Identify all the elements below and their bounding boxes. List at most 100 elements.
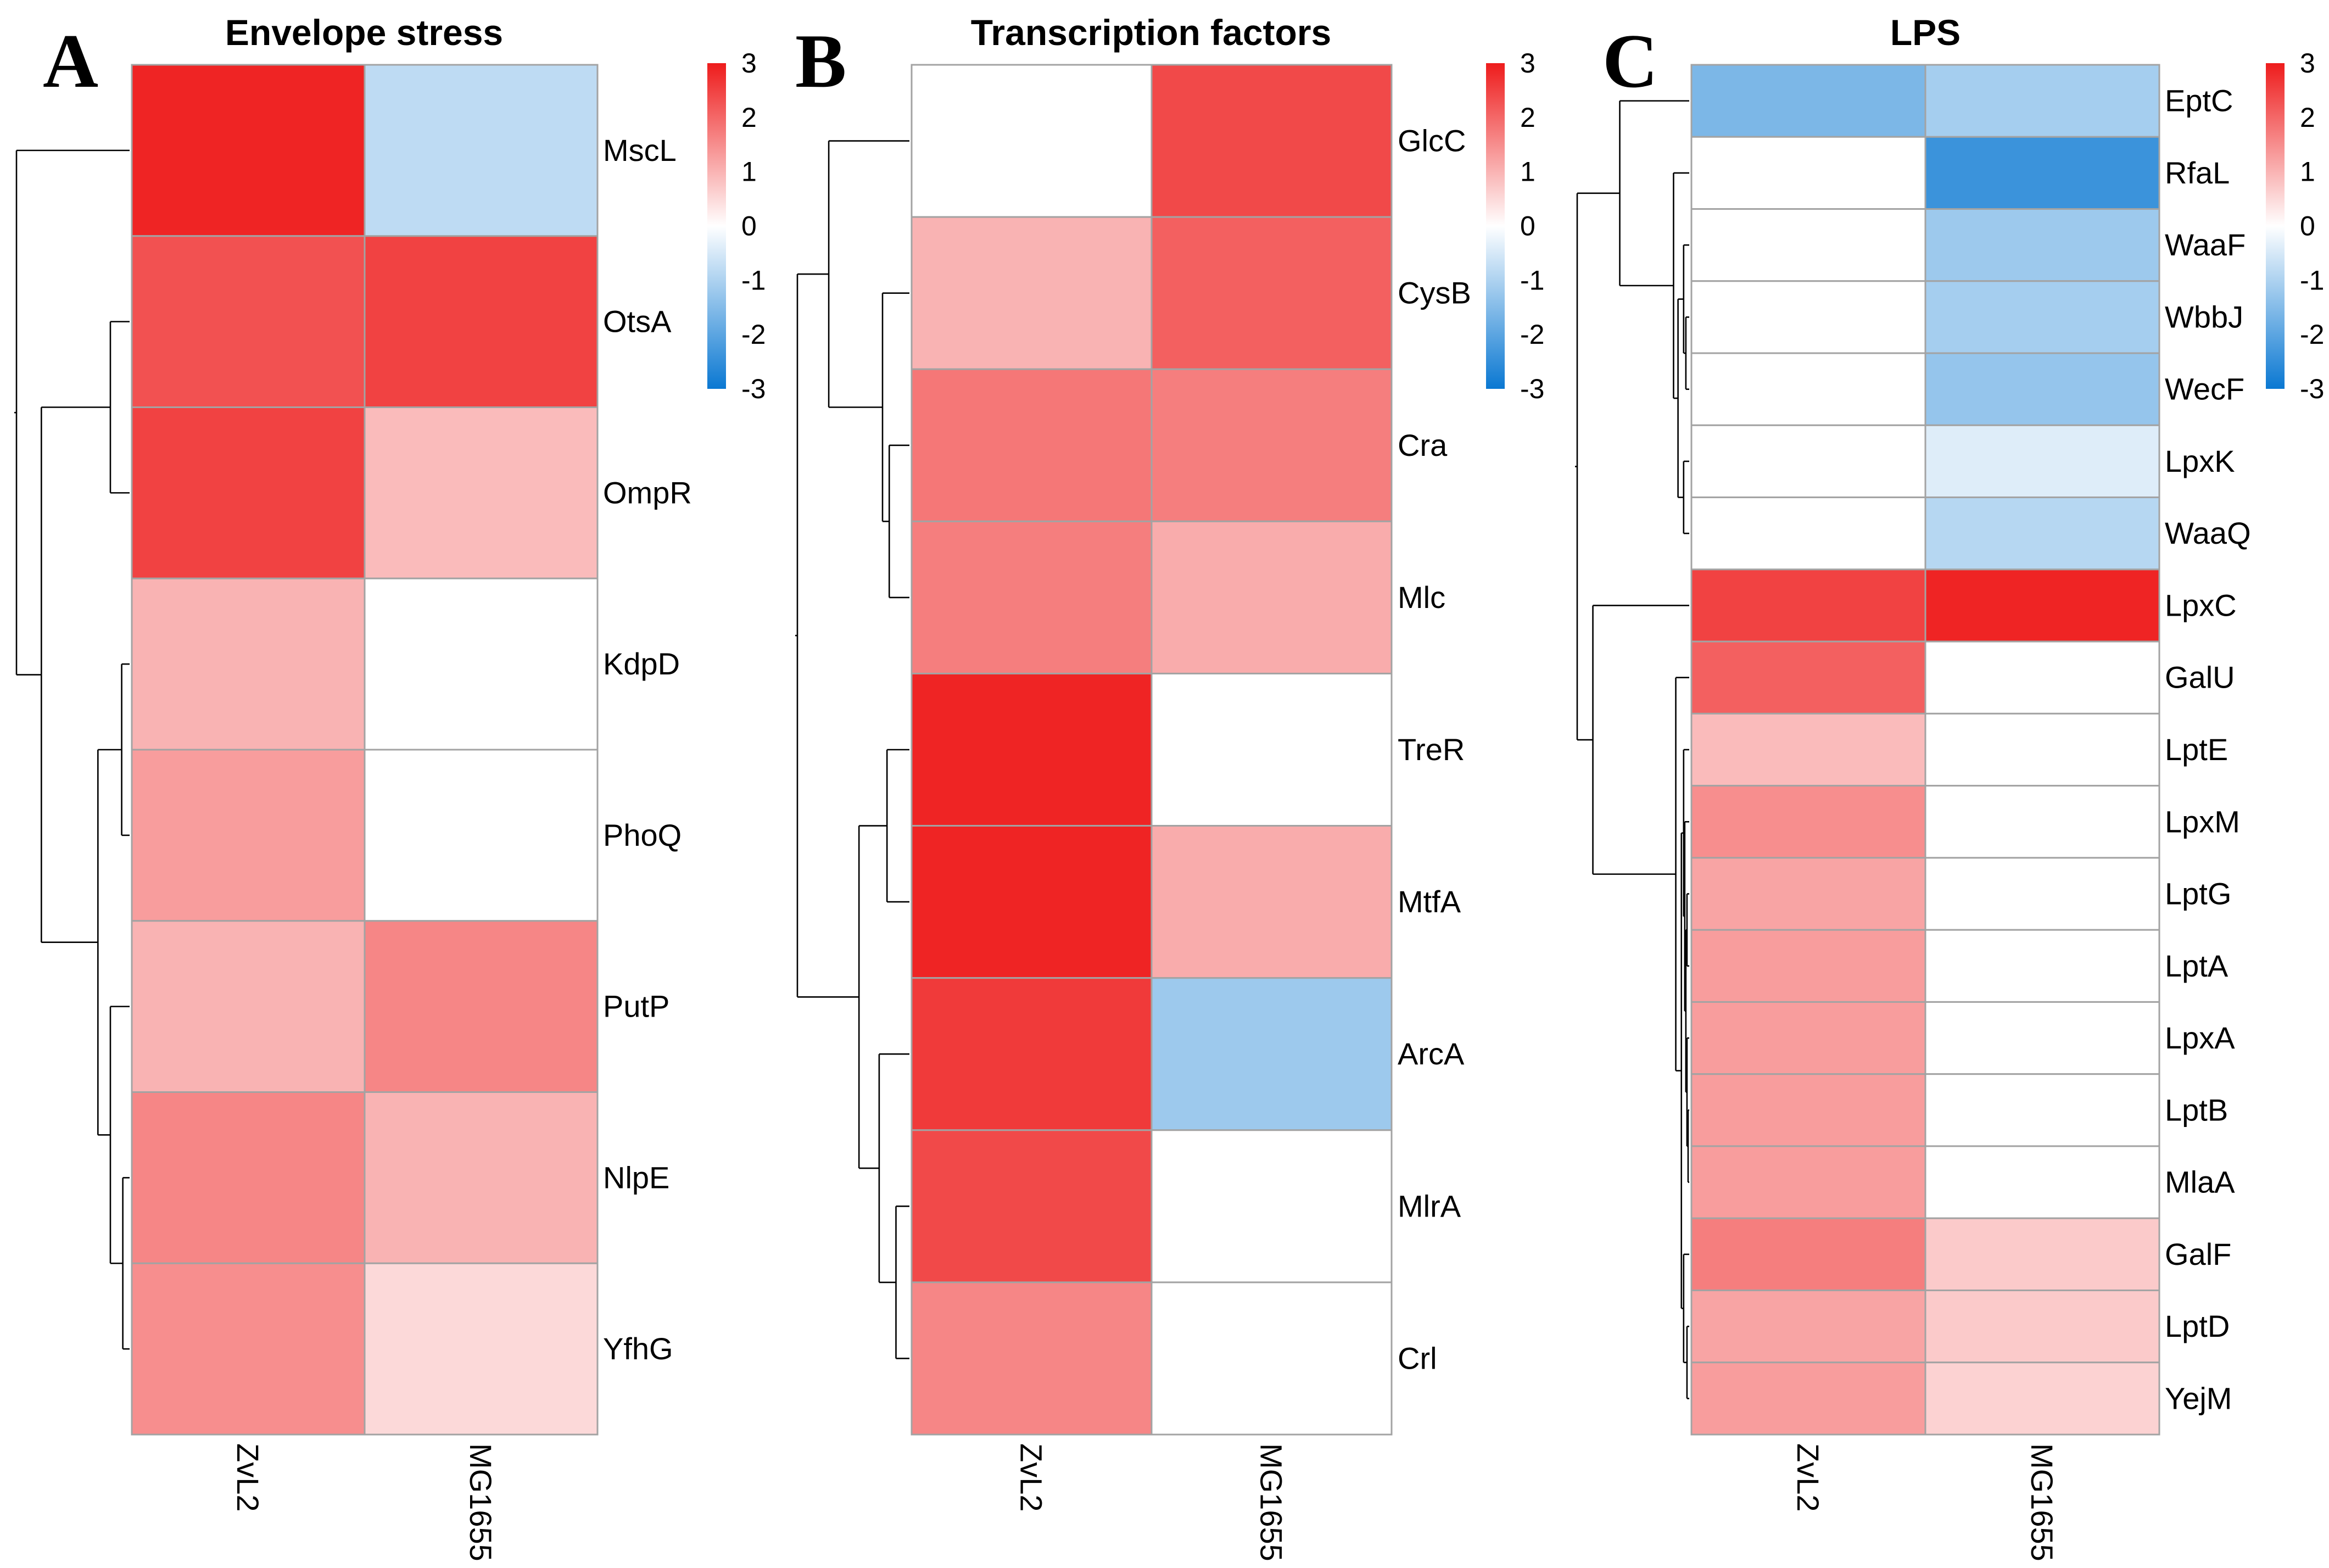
row-label-lpxk: LpxK [2165, 444, 2235, 478]
heatmap-cell-kdpd-mg1655 [364, 577, 599, 751]
row-label-mlc: Mlc [1398, 580, 1445, 615]
heatmap-cell-lpte-zvl2 [1690, 712, 1926, 787]
heatmap-cell-otsa-mg1655 [364, 235, 599, 408]
panel-b-color-legend: 3 2 1 0 -1 -2 -3 [1486, 48, 1544, 404]
heatmap-cell-lptd-mg1655 [1924, 1289, 2160, 1364]
panel-b-row-labels: GlcC CysB Cra Mlc TreR MtfA ArcA MlrA Crl [1398, 124, 1471, 1376]
panel-letter-a: A [43, 19, 98, 104]
panel-letter-c: C [1602, 19, 1658, 104]
column-label-zvl2: ZvL2 [1791, 1443, 1825, 1512]
heatmap-cell-eptc-zvl2 [1690, 64, 1926, 138]
heatmap-cell-cra-zvl2 [911, 368, 1153, 522]
legend-tick-4: -1 [2300, 265, 2324, 295]
heatmap-cell-mlra-zvl2 [911, 1129, 1153, 1284]
heatmap-cell-lptd-zvl2 [1690, 1289, 1926, 1364]
row-label-waaf: WaaF [2165, 227, 2246, 262]
panel-a-column-labels: ZvL2 MG1655 [231, 1443, 498, 1561]
heatmap-cell-mlaa-mg1655 [1924, 1145, 2160, 1219]
legend-tick-4: -1 [1520, 265, 1544, 295]
row-label-yfhg: YfhG [603, 1331, 673, 1366]
heatmap-cell-mtfa-zvl2 [911, 825, 1153, 979]
heatmap-cell-waaq-mg1655 [1924, 496, 2160, 571]
heatmap-cell-galf-zvl2 [1690, 1217, 1926, 1291]
heatmap-cell-galu-mg1655 [1924, 640, 2160, 715]
legend-tick-0: 3 [741, 48, 757, 79]
row-label-mlaa: MlaA [2165, 1165, 2235, 1199]
legend-tick-2: 1 [1520, 157, 1535, 187]
heatmap-cell-glcc-mg1655 [1150, 64, 1393, 218]
row-label-lpxa: LpxA [2165, 1020, 2235, 1055]
row-label-lpte: LptE [2165, 732, 2228, 767]
heatmap-cell-trer-zvl2 [911, 672, 1153, 827]
heatmap-cell-lptg-zvl2 [1690, 857, 1926, 931]
heatmap-cell-wbbj-mg1655 [1924, 280, 2160, 354]
color-legend-bar [707, 63, 726, 389]
heatmap-cell-mscl-zvl2 [131, 64, 366, 237]
heatmap-cell-lpxk-zvl2 [1690, 424, 1926, 499]
panel-letter-b: B [795, 19, 846, 104]
row-label-trer: TreR [1398, 732, 1465, 767]
heatmap-cell-lpxk-mg1655 [1924, 424, 2160, 499]
panel-b-heatmap-cells [911, 64, 1393, 1436]
legend-tick-3: 0 [1520, 211, 1535, 242]
heatmap-cell-galf-mg1655 [1924, 1217, 2160, 1291]
heatmap-cell-putp-mg1655 [364, 920, 599, 1093]
row-label-phoq: PhoQ [603, 818, 682, 852]
row-label-lpxm: LpxM [2165, 804, 2240, 839]
row-label-otsa: OtsA [603, 304, 672, 339]
heatmap-cell-lpxa-zvl2 [1690, 1001, 1926, 1075]
panel-c-title: LPS [1890, 12, 1961, 53]
color-legend-bar [1486, 63, 1505, 389]
panel-a: A Envelope stress MscL OtsA OmpR KdpD PhoQ Pu… [14, 12, 766, 1561]
heatmap-cell-crl-mg1655 [1150, 1281, 1393, 1436]
legend-tick-5: -2 [1520, 319, 1544, 350]
heatmap-cell-otsa-zvl2 [131, 235, 366, 408]
heatmap-cell-lptg-mg1655 [1924, 857, 2160, 931]
row-label-lpxc: LpxC [2165, 588, 2237, 622]
row-label-lptd: LptD [2165, 1309, 2230, 1343]
legend-tick-2: 1 [741, 157, 757, 187]
row-label-lpta: LptA [2165, 948, 2229, 983]
legend-tick-0: 3 [1520, 48, 1535, 79]
heatmap-cell-cysb-mg1655 [1150, 216, 1393, 370]
row-label-galu: GalU [2165, 660, 2235, 695]
heatmap-cell-waaf-zvl2 [1690, 208, 1926, 282]
row-label-putp: PutP [603, 989, 669, 1024]
row-label-ompr: OmpR [603, 475, 692, 510]
heatmap-cell-yfhg-zvl2 [131, 1262, 366, 1436]
heatmap-cell-putp-zvl2 [131, 920, 366, 1093]
legend-tick-0: 3 [2300, 48, 2315, 79]
legend-tick-3: 0 [2300, 211, 2315, 242]
legend-tick-6: -3 [2300, 373, 2324, 404]
row-label-cra: Cra [1398, 428, 1448, 462]
row-label-eptc: EptC [2165, 83, 2233, 118]
panel-c-column-labels: ZvL2 MG1655 [1791, 1443, 2059, 1561]
panel-c-row-dendrogram [1575, 100, 1689, 1399]
heatmap-cell-mlc-mg1655 [1150, 520, 1393, 674]
heatmap-cell-rfal-zvl2 [1690, 136, 1926, 210]
panel-c-row-labels: EptC RfaL WaaF WbbJ WecF LpxK WaaQ LpxC GalU LptE… [2165, 83, 2251, 1416]
column-label-zvl2: ZvL2 [231, 1443, 265, 1512]
heatmap-cell-lptb-zvl2 [1690, 1073, 1926, 1147]
panel-a-row-labels: MscL OtsA OmpR KdpD PhoQ PutP NlpE YfhG [603, 133, 692, 1366]
legend-tick-2: 1 [2300, 157, 2315, 187]
row-label-glcc: GlcC [1398, 124, 1466, 158]
heatmap-cell-rfal-mg1655 [1924, 136, 2160, 210]
heatmap-cell-lpta-mg1655 [1924, 929, 2160, 1003]
heatmap-cell-arca-zvl2 [911, 977, 1153, 1131]
heatmap-cell-waaf-mg1655 [1924, 208, 2160, 282]
heatmap-cell-wecf-zvl2 [1690, 352, 1926, 426]
panel-c: C LPS EptC RfaL WaaF WbbJ WecF LpxK WaaQ LpxC Ga… [1575, 12, 2324, 1561]
row-label-arca: ArcA [1398, 1036, 1465, 1071]
heatmap-cell-wecf-mg1655 [1924, 352, 2160, 426]
row-label-mscl: MscL [603, 133, 677, 168]
heatmap-cell-mlc-zvl2 [911, 520, 1153, 674]
color-legend-bar [2266, 63, 2285, 389]
heatmap-cell-lpta-zvl2 [1690, 929, 1926, 1003]
heatmap-cell-lpxc-zvl2 [1690, 568, 1926, 643]
panel-a-heatmap-cells [131, 64, 599, 1436]
column-label-mg1655: MG1655 [1254, 1443, 1289, 1561]
legend-tick-5: -2 [741, 319, 766, 350]
panel-b-column-labels: ZvL2 MG1655 [1014, 1443, 1289, 1561]
